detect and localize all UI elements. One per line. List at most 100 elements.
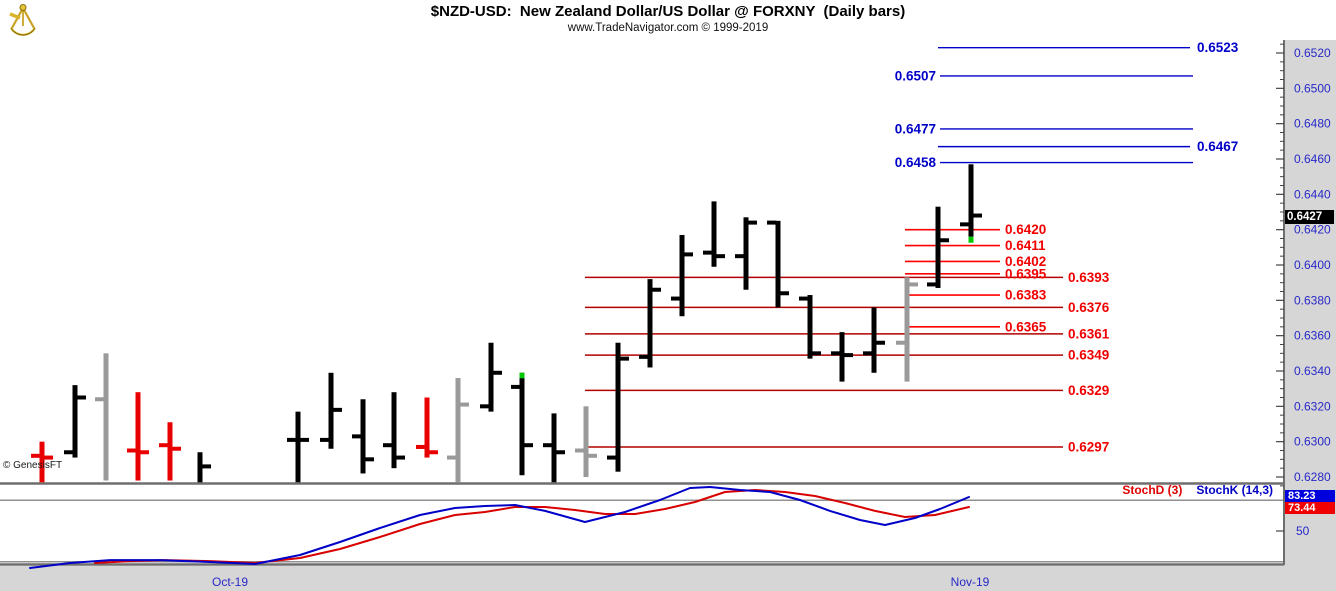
bar-open-tick <box>320 437 330 442</box>
stochk-legend-label: StochK (14,3) <box>1196 483 1273 497</box>
stochk-value-badge: 83.23 <box>1285 490 1335 502</box>
price-bar <box>615 342 621 472</box>
price-bar <box>295 411 301 483</box>
price-bar <box>167 422 173 481</box>
price-bar <box>39 441 45 483</box>
stochastic-legend: StochD (3) StochK (14,3) <box>1122 483 1273 497</box>
price-bar <box>679 234 685 317</box>
bar-close-tick <box>492 370 502 375</box>
price-axis-label: 0.6500 <box>1294 81 1331 95</box>
blue-level-label: 0.6458 <box>895 155 937 170</box>
bar-close-tick <box>395 455 405 460</box>
bar-open-tick <box>64 450 74 455</box>
red-level-label: 0.6383 <box>1005 288 1047 303</box>
bar-open-tick <box>543 443 553 448</box>
bar-open-tick <box>863 351 873 356</box>
price-bar <box>743 217 749 290</box>
bar-close-tick <box>939 238 949 243</box>
price-axis-label: 0.6380 <box>1294 293 1331 307</box>
red-level-label: 0.6376 <box>1068 300 1110 315</box>
bar-close-tick <box>523 443 533 448</box>
bar-close-tick <box>587 453 597 458</box>
price-axis-label: 0.6420 <box>1294 223 1331 237</box>
bar-close-tick <box>811 351 821 356</box>
bar-close-tick <box>555 450 565 455</box>
stochd-value-badge: 73.44 <box>1285 502 1335 514</box>
price-axis-label: 0.6320 <box>1294 399 1331 413</box>
bar-open-tick <box>671 296 681 301</box>
bar-open-tick <box>159 443 169 448</box>
bar-close-tick <box>171 446 181 451</box>
bar-open-tick <box>352 434 362 439</box>
bar-close-tick <box>364 457 374 462</box>
price-bar <box>455 378 461 483</box>
price-axis-label: 0.6280 <box>1294 470 1331 484</box>
bar-close-tick <box>972 213 982 218</box>
bar-open-tick <box>896 340 906 345</box>
bar-open-tick <box>511 384 521 389</box>
red-level-label: 0.6420 <box>1005 222 1046 237</box>
price-bar <box>968 164 974 237</box>
red-level-label: 0.6395 <box>1005 266 1047 281</box>
price-bar <box>197 452 203 483</box>
price-bar <box>711 201 717 267</box>
price-bar <box>72 385 78 458</box>
date-axis-strip <box>0 566 1336 591</box>
price-bar <box>360 399 366 474</box>
bar-open-tick <box>575 448 585 453</box>
red-level-label: 0.6297 <box>1068 439 1109 454</box>
bar-open-tick <box>480 404 490 409</box>
genesisft-logo-icon <box>3 1 43 41</box>
red-level-label: 0.6411 <box>1005 238 1046 253</box>
bar-open-tick <box>447 455 457 460</box>
price-bar <box>807 295 813 359</box>
price-axis-label: 0.6360 <box>1294 329 1331 343</box>
blue-level-label: 0.6523 <box>1197 40 1239 55</box>
price-axis-label: 0.6340 <box>1294 364 1331 378</box>
bar-open-tick <box>639 354 649 359</box>
price-bar <box>583 406 589 478</box>
genesisft-watermark: © GenesisFT <box>3 460 63 471</box>
price-axis-label: 0.6440 <box>1294 187 1331 201</box>
bar-close-tick <box>459 402 469 407</box>
bar-close-tick <box>651 287 661 292</box>
stoch-mid-gridline-label: 50 <box>1296 524 1310 538</box>
bar-close-tick <box>779 291 789 296</box>
price-axis-label: 0.6300 <box>1294 435 1331 449</box>
bar-close-tick <box>619 356 629 361</box>
price-bar <box>775 220 781 308</box>
blue-level-label: 0.6467 <box>1197 139 1238 154</box>
chart-subtitle: www.TradeNavigator.com © 1999-2019 <box>567 22 769 34</box>
bar-open-tick <box>383 443 393 448</box>
bar-close-tick <box>139 450 149 455</box>
bar-open-tick <box>767 220 777 225</box>
bar-close-tick <box>428 450 438 455</box>
price-bar <box>424 397 430 458</box>
bar-open-tick <box>607 455 617 460</box>
red-level-label: 0.6402 <box>1005 254 1046 269</box>
last-price-badge: 0.6427 <box>1285 210 1334 224</box>
stochd-legend-label: StochD (3) <box>1122 483 1183 497</box>
price-bar <box>391 392 397 469</box>
bar-close-tick <box>683 252 693 257</box>
price-bar <box>328 372 334 449</box>
bar-close-tick <box>908 282 918 287</box>
bar-close-tick <box>201 464 211 469</box>
price-bar <box>103 353 109 481</box>
bar-open-tick <box>703 250 713 255</box>
price-bar <box>551 413 557 483</box>
chart-title: $NZD-USD: New Zealand Dollar/US Dollar @… <box>430 3 906 20</box>
signal-marker-green <box>968 236 974 243</box>
bar-open-tick <box>127 448 137 453</box>
bar-open-tick <box>287 437 297 442</box>
price-axis-label: 0.6460 <box>1294 152 1331 166</box>
price-axis-label: 0.6480 <box>1294 117 1331 131</box>
bar-open-tick <box>416 444 426 449</box>
price-bar <box>519 372 525 476</box>
bar-open-tick <box>95 397 105 402</box>
bar-close-tick <box>843 353 853 358</box>
red-level-label: 0.6349 <box>1068 348 1109 363</box>
red-level-label: 0.6361 <box>1068 326 1110 341</box>
